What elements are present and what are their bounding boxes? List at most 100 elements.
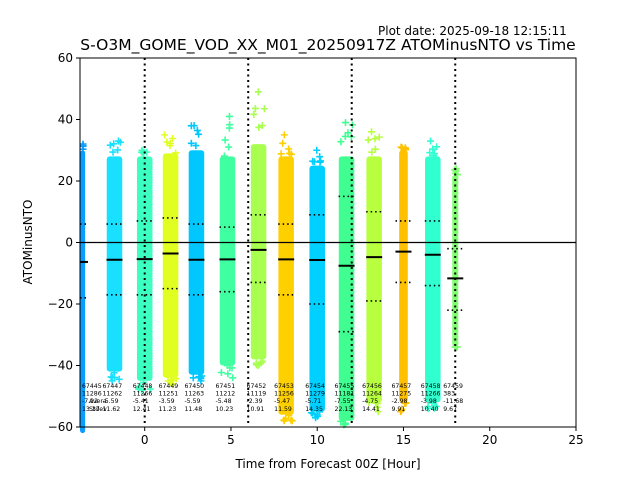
x-tick-label: 10 [310,433,325,447]
x-axis-label: Time from Forecast 00Z [Hour] [234,457,420,471]
outlier-marker [337,138,345,146]
stat-label: -11.68 [443,398,463,405]
outlier-marker [221,136,229,144]
stat-label: 11.59 [274,406,292,413]
outlier-marker [279,139,287,147]
outlier-marker [371,135,379,143]
x-tick-label: 25 [568,433,583,447]
stat-label: -5.41 [133,398,149,405]
outlier-marker [397,408,405,416]
outlier-marker [169,135,177,143]
stat-label: 11266 [421,391,441,398]
outlier-marker [452,343,460,351]
series-cloud-3 [162,153,179,378]
stat-label: 67447 [103,383,123,390]
stat-label: 10.40 [421,406,439,413]
outlier-marker [255,123,263,131]
stat-label: 11.23 [159,406,177,413]
outlier-marker [309,157,317,165]
outlier-marker [110,140,118,148]
outlier-marker [259,357,267,365]
outlier-marker [426,149,434,157]
y-tick-label: 0 [65,236,73,250]
stat-label: 67458 [421,383,441,390]
axes: 0 5 10 15 20 25 −60 −40 −20 0 20 40 60 [48,51,584,447]
outlier-marker [374,408,382,416]
x-tick-label: 5 [227,433,235,447]
series-cloud-5 [219,156,236,366]
stat-label: -5.71 [305,398,321,405]
outlier-marker [172,149,180,157]
outlier-marker [254,88,262,96]
stat-label: 67454 [305,383,325,390]
outlier-marker [428,399,436,407]
outlier-marker [108,377,116,385]
outlier-marker [258,122,266,130]
stat-label: 9.67 [443,406,457,413]
stat-label: 10.23 [216,406,234,413]
stat-label: 11.48 [184,406,202,413]
outlier-marker [312,414,320,422]
stat-label: 67459 [443,383,463,390]
y-tick-label: −20 [48,297,73,311]
stat-label: -4.75 [362,398,378,405]
outlier-marker [372,399,380,407]
y-axis-label: ATOMinusNTO [21,200,35,285]
stat-label: 67455 [335,383,355,390]
y-tick-label: −40 [48,359,73,373]
outlier-marker [166,139,174,147]
series-cloud-11 [399,150,408,403]
stat-label: 67449 [159,383,179,390]
stat-label: 67451 [216,383,236,390]
stat-label: -3.98 [421,398,437,405]
outlier-marker [172,375,180,383]
outlier-marker [365,398,373,406]
stat-label: Stdev [89,406,107,413]
outlier-marker [287,150,295,158]
stat-label: 11181 [335,391,355,398]
outlier-marker [161,131,169,139]
stat-label: 11251 [159,391,179,398]
series-cloud-1 [106,156,123,372]
outlier-marker [146,385,154,393]
stat-label: 11262 [103,391,123,398]
outlier-marker [138,146,146,154]
series-cloud-9 [338,156,355,421]
outlier-marker [229,374,237,382]
stat-label: 67450 [184,383,204,390]
stat-label: 67448 [133,383,153,390]
outlier-marker [341,132,349,140]
outlier-marker [167,376,175,384]
stat-label: -7.22 [82,398,98,405]
outlier-marker [168,380,176,388]
outlier-marker [251,104,259,112]
outlier-marker [368,128,376,136]
outlier-marker [79,140,87,148]
outlier-marker [193,126,201,134]
series-cloud-12 [425,156,441,403]
stat-label: 383 [443,391,455,398]
reference-lines [80,58,576,427]
stat-label: 11256 [274,391,294,398]
stat-label: -5.59 [184,398,200,405]
y-tick-label: 20 [58,174,73,188]
outlier-marker [277,150,285,158]
stat-label: 12.41 [133,406,151,413]
outlier-marker [424,405,432,413]
outlier-marker [260,105,268,113]
plot-date: Plot date: 2025-09-18 12:15:11 [378,24,567,38]
outlier-marker [109,148,117,156]
outlier-marker [114,137,122,145]
outlier-marker [189,374,197,382]
stat-label: -2.98 [391,398,407,405]
stats-annotations: 6744511286-7.2213.376744711262-5.5911.62… [82,383,463,413]
stat-label: 11263 [184,391,204,398]
outlier-marker [106,141,114,149]
x-tick-label: 15 [396,433,411,447]
outlier-marker [364,136,372,144]
stat-label: 11286 [82,391,102,398]
series-cloud-7 [278,156,294,415]
outlier-marker [375,133,383,141]
stat-label: 67452 [247,383,267,390]
